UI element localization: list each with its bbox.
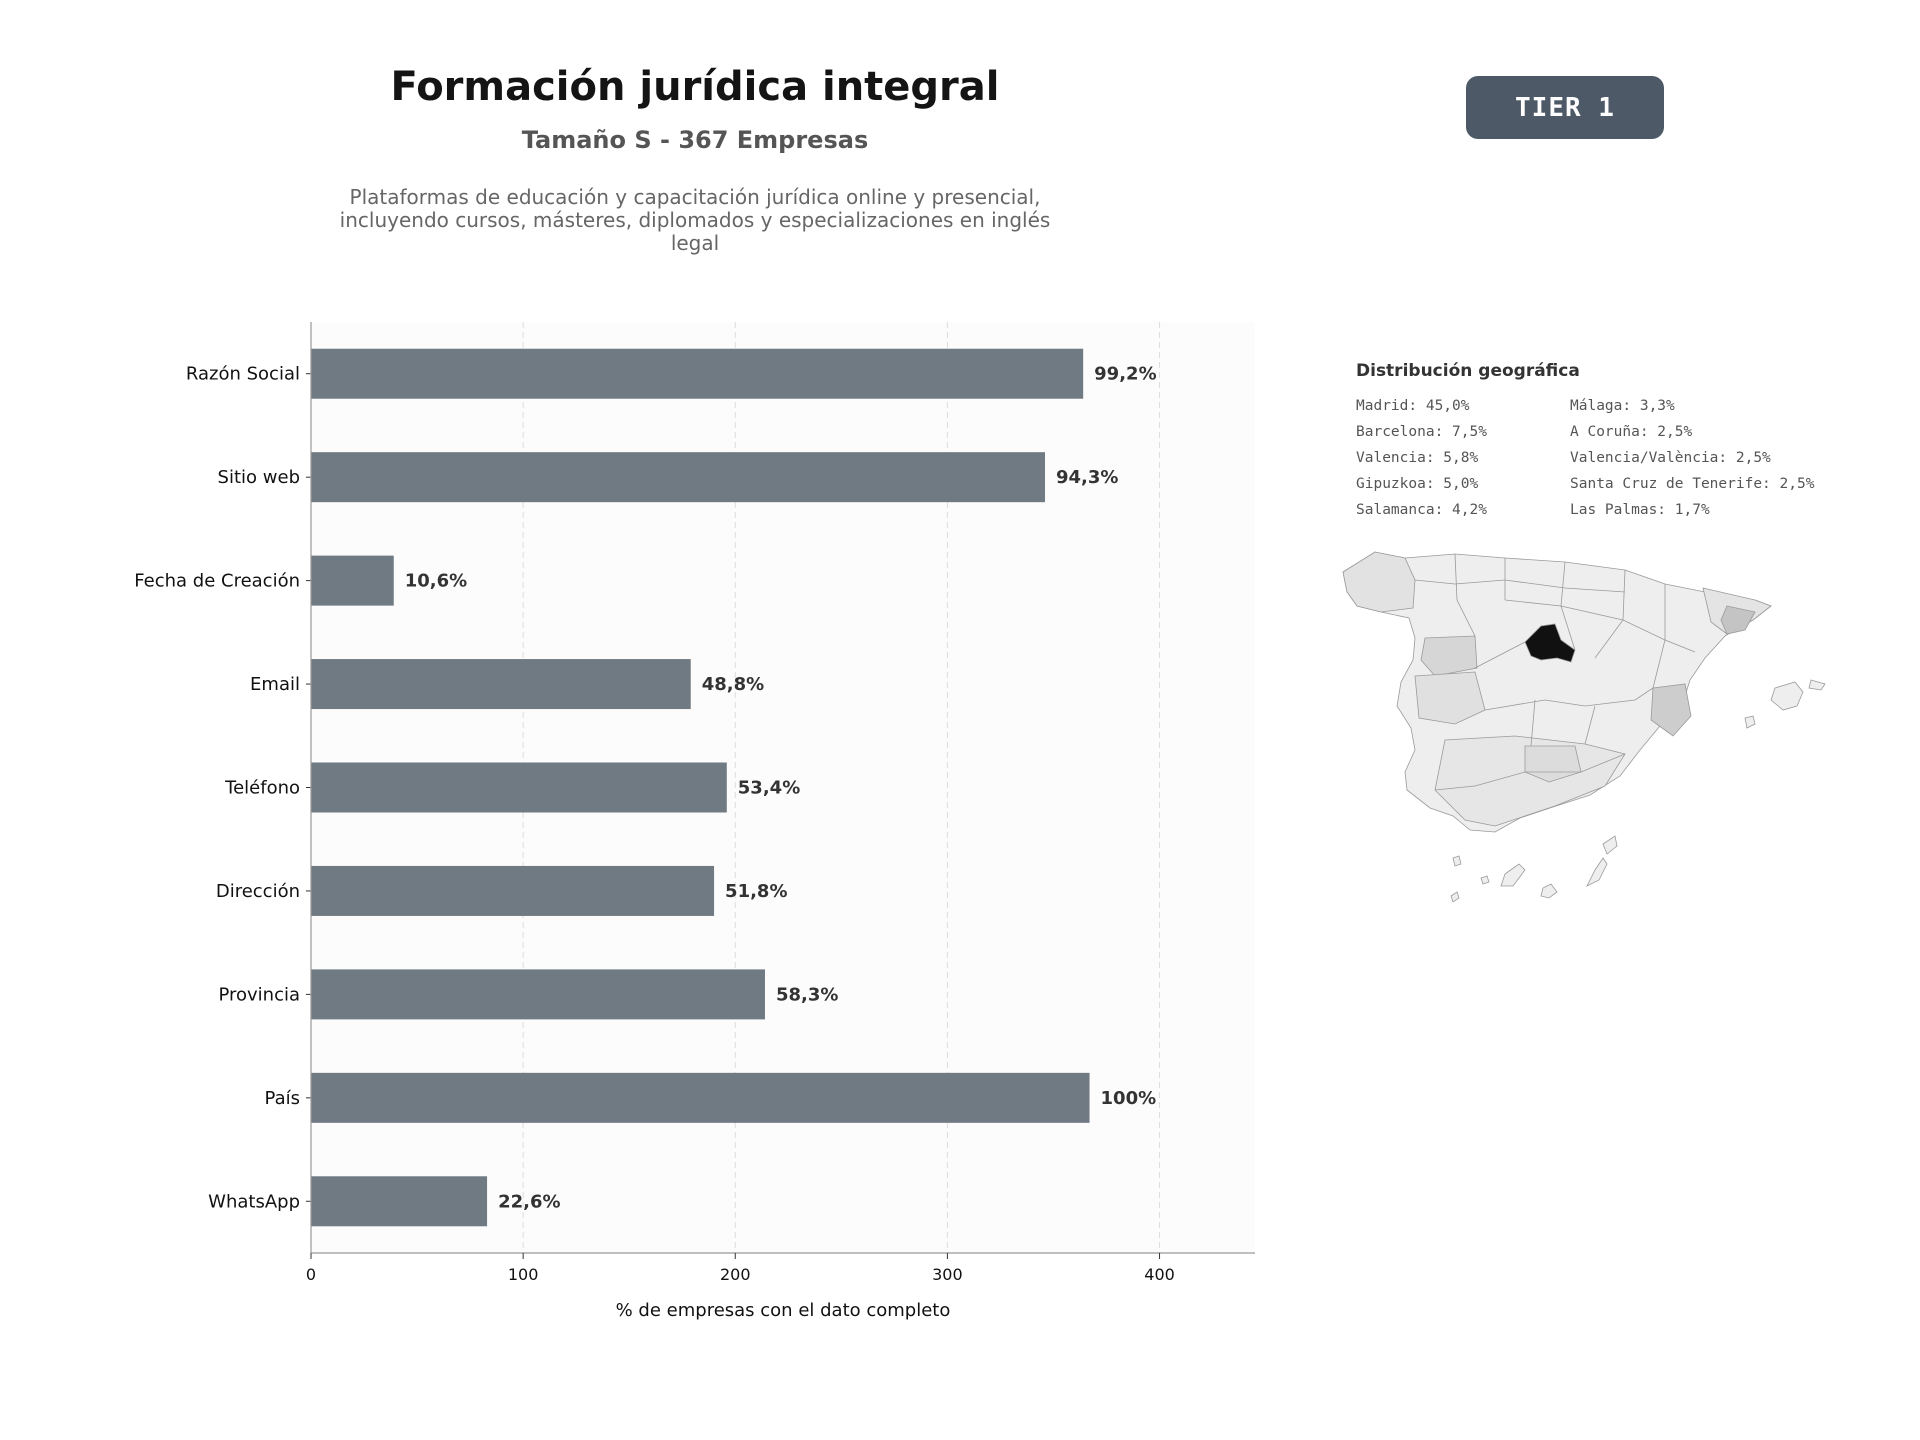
category-label: Provincia <box>218 984 300 1005</box>
map-region-madrid <box>1524 623 1576 663</box>
map-canary-7 <box>1450 891 1460 903</box>
map-region-caceres <box>1414 671 1486 725</box>
bar-chart: 99,2% Razón Social 94,3% Sitio web 10,6% Fech… <box>134 322 1255 1321</box>
geo-item: Valencia: 5,8% <box>1356 450 1479 466</box>
data-label: 10,6% <box>405 571 467 592</box>
geo-item: Valencia/València: 2,5% <box>1570 450 1771 466</box>
description-line: incluyendo cursos, másteres, diplomados … <box>339 208 1051 232</box>
category-label: País <box>265 1088 300 1109</box>
category-label: Sitio web <box>218 467 300 488</box>
geo-item: Barcelona: 7,5% <box>1356 424 1487 440</box>
map-region-salamanca <box>1420 635 1478 677</box>
x-tick-label: 400 <box>1144 1265 1175 1284</box>
map-canary-6 <box>1602 835 1618 855</box>
data-label: 58,3% <box>776 984 838 1005</box>
map-canary-1 <box>1452 855 1462 867</box>
description-line: Plataformas de educación y capacitación … <box>349 185 1041 209</box>
x-tick-label: 0 <box>306 1265 316 1284</box>
description-line: legal <box>670 231 720 255</box>
spain-map <box>1342 551 1826 903</box>
bar <box>311 659 691 710</box>
geo-item: Madrid: 45,0% <box>1356 398 1470 414</box>
map-canary-5 <box>1586 857 1608 887</box>
data-label: 100% <box>1101 1088 1157 1109</box>
map-borders <box>1414 553 1696 791</box>
data-label: 22,6% <box>498 1191 560 1212</box>
bar <box>311 969 765 1020</box>
geo-column-left: Madrid: 45,0% Barcelona: 7,5% Valencia: … <box>1356 397 1487 527</box>
description: Plataformas de educación y capacitación … <box>320 186 1070 255</box>
geo-column-right: Málaga: 3,3% A Coruña: 2,5% Valencia/Val… <box>1570 397 1814 527</box>
x-tick-label: 300 <box>932 1265 963 1284</box>
map-mallorca <box>1770 681 1804 711</box>
category-label: Razón Social <box>186 364 300 385</box>
geo-title: Distribución geográfica <box>1356 361 1580 381</box>
x-tick-label: 200 <box>720 1265 751 1284</box>
bar <box>311 865 715 916</box>
map-region-barcelona <box>1720 605 1756 635</box>
map-region-galicia <box>1342 551 1416 613</box>
map-canary-2 <box>1480 875 1490 885</box>
category-label: Dirección <box>216 881 300 902</box>
bar <box>311 348 1084 399</box>
category-label: Teléfono <box>224 778 300 799</box>
geo-item: Málaga: 3,3% <box>1570 398 1675 414</box>
geo-item: Santa Cruz de Tenerife: 2,5% <box>1570 476 1815 492</box>
bar <box>311 1072 1090 1123</box>
map-canary-3 <box>1500 863 1526 887</box>
data-label: 48,8% <box>702 674 764 695</box>
category-label: Email <box>250 674 300 695</box>
chart-title: Formación jurídica integral <box>390 64 1000 110</box>
category-label: Fecha de Creación <box>134 571 300 592</box>
geo-item: Gipuzkoa: 5,0% <box>1356 476 1479 492</box>
data-label: 99,2% <box>1094 364 1156 385</box>
x-tick-label: 100 <box>508 1265 539 1284</box>
map-region-valencia <box>1650 683 1692 737</box>
tier-badge: TIER 1 <box>1466 76 1664 139</box>
bar <box>311 555 394 606</box>
data-label: 51,8% <box>725 881 787 902</box>
bar <box>311 452 1045 503</box>
map-menorca <box>1808 679 1826 691</box>
chart-subtitle: Tamaño S - 367 Empresas <box>521 126 869 154</box>
x-axis-label: % de empresas con el dato completo <box>616 1300 951 1321</box>
map-ibiza <box>1744 715 1756 729</box>
geo-item: A Coruña: 2,5% <box>1570 424 1693 440</box>
geo-item: Salamanca: 4,2% <box>1356 502 1487 518</box>
map-region-jaen <box>1524 745 1582 783</box>
category-label: WhatsApp <box>208 1191 300 1212</box>
data-label: 53,4% <box>738 778 800 799</box>
data-label: 94,3% <box>1056 467 1118 488</box>
bar <box>311 762 727 813</box>
map-canary-4 <box>1540 883 1558 899</box>
geo-item: Las Palmas: 1,7% <box>1570 502 1710 518</box>
bar <box>311 1176 488 1227</box>
